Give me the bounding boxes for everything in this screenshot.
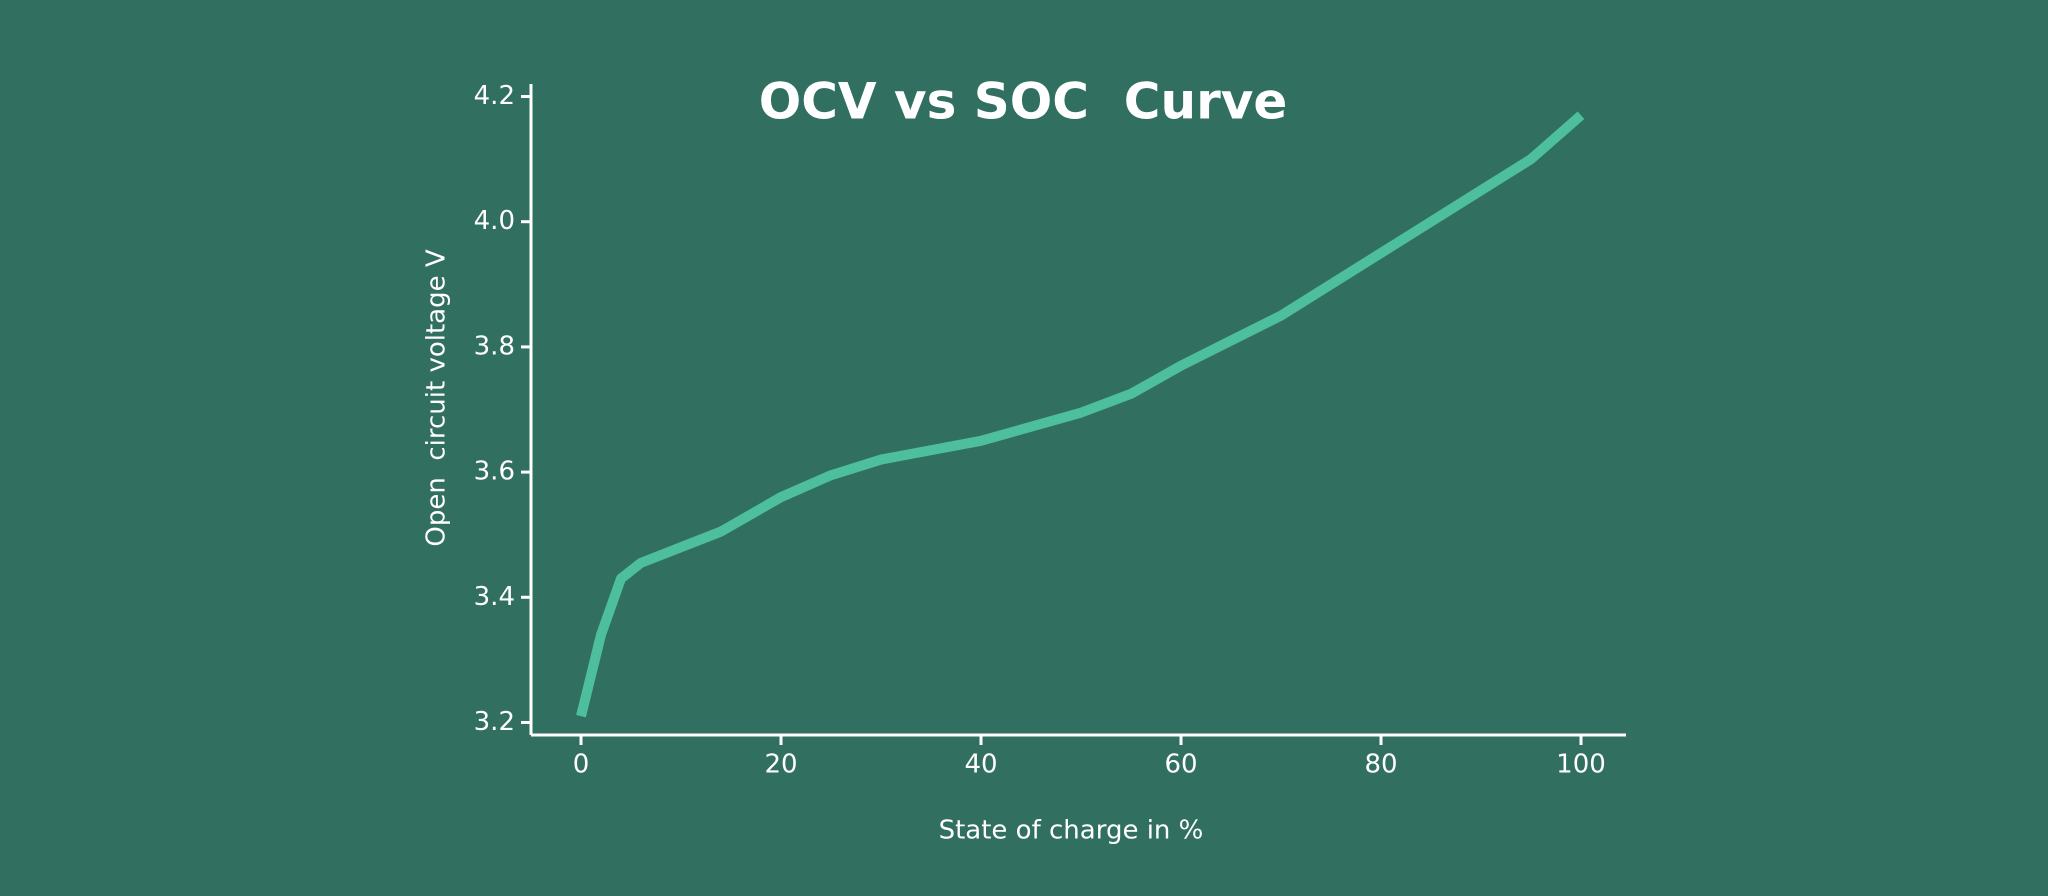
y-tick-label: 4.0 [474,206,515,236]
y-tick-label: 3.4 [474,582,515,612]
y-tick-label: 3.2 [474,707,515,737]
x-tick-label: 80 [1364,750,1397,780]
x-tick-label: 20 [764,750,797,780]
ocv-line [576,111,1585,718]
x-tick-label: 60 [1164,750,1197,780]
y-tick-label: 3.8 [474,331,515,361]
y-axis-label: Open circuit voltage V [422,249,452,546]
y-tick-label: 3.6 [474,457,515,487]
x-tick-label: 0 [573,750,590,780]
x-tick-label: 100 [1556,750,1606,780]
x-axis-label: State of charge in % [939,816,1204,846]
y-tick-label: 4.2 [474,81,515,111]
x-tick-label: 40 [964,750,997,780]
chart-title: OCV vs SOC Curve [759,73,1288,131]
